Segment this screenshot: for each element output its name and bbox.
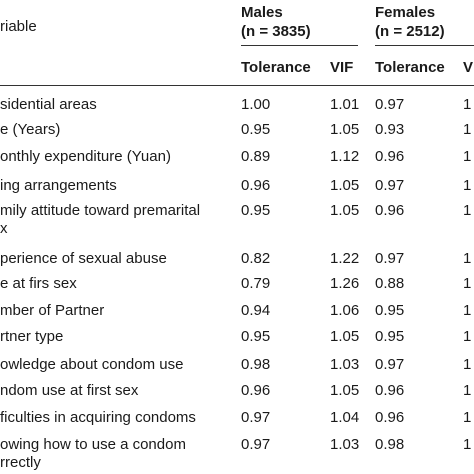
male-vif-cell: 1.05 [330,202,360,219]
females-group-rule [375,45,474,46]
male-tolerance-cell: 0.82 [241,250,271,267]
female-tolerance-cell: 0.95 [375,328,405,345]
female-tolerance-cell: 0.96 [375,148,405,165]
row-label: perience of sexual abuse [0,250,167,267]
header-bottom-rule [0,85,474,86]
females-header: Females [375,4,436,21]
male-vif-cell: 1.26 [330,275,360,292]
male-tolerance-cell: 0.96 [241,177,271,194]
male-vif-cell: 1.05 [330,121,360,138]
row-label: onthly expenditure (Yuan) [0,148,171,165]
male-tolerance-cell: 0.89 [241,148,271,165]
female-vif-cell: 1 [463,382,472,399]
males-vif-header: VIF [330,59,354,76]
variable-header: riable [0,18,37,35]
females-n: (n = 2512) [375,23,445,40]
row-label: rtner type [0,328,64,345]
female-tolerance-cell: 0.93 [375,121,405,138]
male-tolerance-cell: 0.94 [241,302,271,319]
male-vif-cell: 1.03 [330,356,360,373]
female-vif-cell: 1 [463,328,472,345]
female-vif-cell: 1 [463,275,472,292]
male-vif-cell: 1.01 [330,96,360,113]
male-tolerance-cell: 0.98 [241,356,271,373]
row-label: owledge about condom use [0,356,184,373]
row-label-continuation: x [0,220,8,237]
female-vif-cell: 1 [463,409,472,426]
male-tolerance-cell: 0.97 [241,409,271,426]
male-vif-cell: 1.05 [330,177,360,194]
male-tolerance-cell: 0.95 [241,328,271,345]
male-tolerance-cell: 0.95 [241,202,271,219]
males-tolerance-header: Tolerance [241,59,311,76]
female-vif-cell: 1 [463,302,472,319]
female-vif-cell: 1 [463,177,472,194]
female-vif-cell: 1 [463,436,472,453]
row-label: mber of Partner [0,302,105,319]
male-tolerance-cell: 0.95 [241,121,271,138]
female-vif-cell: 1 [463,250,472,267]
male-tolerance-cell: 0.97 [241,436,271,453]
row-label: ficulties in acquiring condoms [0,409,196,426]
female-tolerance-cell: 0.97 [375,177,405,194]
row-label: e (Years) [0,121,61,138]
males-header: Males [241,4,283,21]
row-label: ndom use at first sex [0,382,139,399]
row-label: mily attitude toward premarital [0,202,201,219]
female-tolerance-cell: 0.97 [375,356,405,373]
row-label: owing how to use a condom [0,436,186,453]
male-tolerance-cell: 0.79 [241,275,271,292]
male-vif-cell: 1.05 [330,328,360,345]
male-tolerance-cell: 1.00 [241,96,271,113]
female-tolerance-cell: 0.96 [375,202,405,219]
row-label: ing arrangements [0,177,117,194]
female-tolerance-cell: 0.96 [375,409,405,426]
males-n: (n = 3835) [241,23,311,40]
female-tolerance-cell: 0.96 [375,382,405,399]
male-tolerance-cell: 0.96 [241,382,271,399]
female-tolerance-cell: 0.98 [375,436,405,453]
male-vif-cell: 1.05 [330,382,360,399]
female-vif-cell: 1 [463,202,472,219]
males-group-rule [241,45,358,46]
female-tolerance-cell: 0.88 [375,275,405,292]
male-vif-cell: 1.22 [330,250,360,267]
male-vif-cell: 1.04 [330,409,360,426]
female-vif-cell: 1 [463,96,472,113]
row-label: e at firs sex [0,275,77,292]
female-tolerance-cell: 0.97 [375,250,405,267]
female-tolerance-cell: 0.95 [375,302,405,319]
female-vif-cell: 1 [463,148,472,165]
row-label: sidential areas [0,96,97,113]
row-label-continuation: rrectly [0,454,41,471]
female-tolerance-cell: 0.97 [375,96,405,113]
male-vif-cell: 1.12 [330,148,360,165]
male-vif-cell: 1.06 [330,302,360,319]
male-vif-cell: 1.03 [330,436,360,453]
female-vif-cell: 1 [463,356,472,373]
females-tolerance-header: Tolerance [375,59,445,76]
female-vif-cell: 1 [463,121,472,138]
females-vif-header: V [463,59,474,76]
